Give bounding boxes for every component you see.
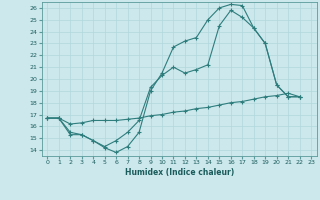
X-axis label: Humidex (Indice chaleur): Humidex (Indice chaleur) [124,168,234,177]
